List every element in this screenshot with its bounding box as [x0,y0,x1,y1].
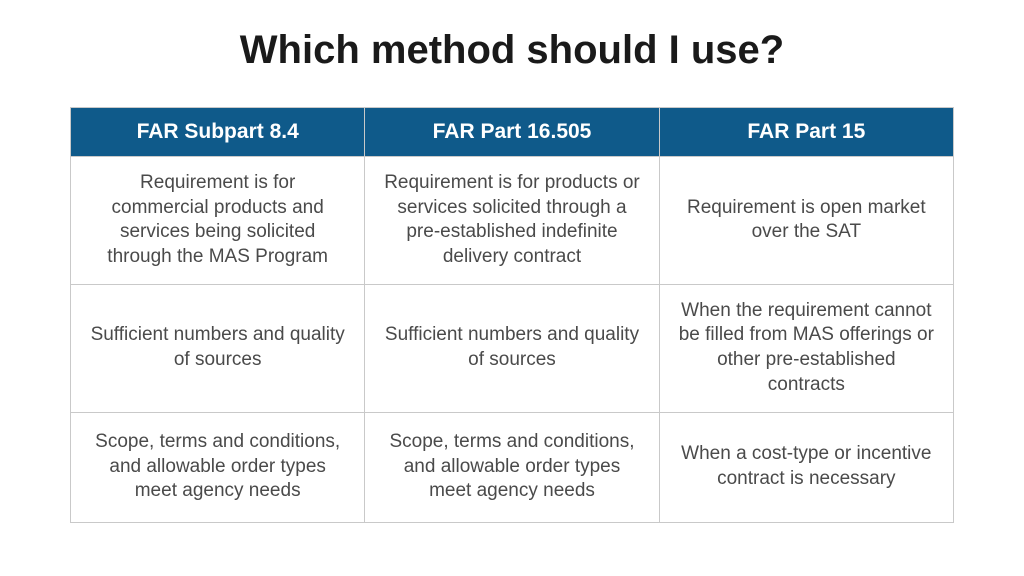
table-row: Scope, terms and conditions, and allowab… [71,412,954,522]
table-row: Sufficient numbers and quality of source… [71,284,954,412]
cell-1-2: When the requirement cannot be filled fr… [659,284,953,412]
col-header-0: FAR Subpart 8.4 [71,108,365,157]
cell-0-0: Requirement is for commercial products a… [71,157,365,285]
cell-2-2: When a cost-type or incentive contract i… [659,412,953,522]
cell-0-1: Requirement is for products or services … [365,157,659,285]
page-title: Which method should I use? [70,28,954,73]
col-header-2: FAR Part 15 [659,108,953,157]
slide: Which method should I use? FAR Subpart 8… [0,0,1024,576]
cell-2-1: Scope, terms and conditions, and allowab… [365,412,659,522]
comparison-table: FAR Subpart 8.4 FAR Part 16.505 FAR Part… [70,107,954,523]
col-header-1: FAR Part 16.505 [365,108,659,157]
table-row: Requirement is for commercial products a… [71,157,954,285]
cell-2-0: Scope, terms and conditions, and allowab… [71,412,365,522]
table-header-row: FAR Subpart 8.4 FAR Part 16.505 FAR Part… [71,108,954,157]
cell-0-2: Requirement is open market over the SAT [659,157,953,285]
cell-1-1: Sufficient numbers and quality of source… [365,284,659,412]
cell-1-0: Sufficient numbers and quality of source… [71,284,365,412]
